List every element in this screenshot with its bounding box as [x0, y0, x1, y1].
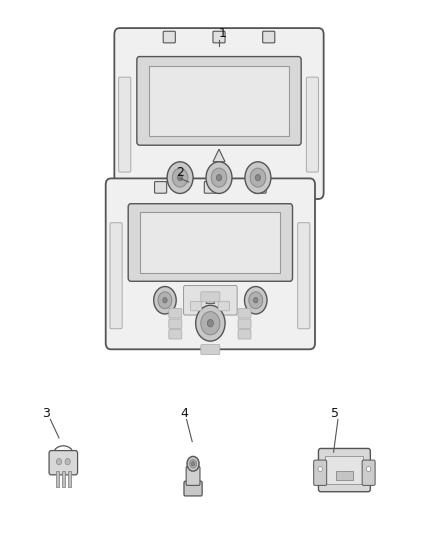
Circle shape: [216, 174, 222, 181]
FancyBboxPatch shape: [49, 450, 78, 475]
Circle shape: [187, 456, 199, 471]
Circle shape: [158, 292, 172, 309]
Circle shape: [167, 162, 193, 193]
Circle shape: [250, 168, 266, 187]
Text: 1: 1: [219, 27, 227, 40]
Circle shape: [206, 162, 232, 193]
FancyBboxPatch shape: [149, 66, 289, 136]
FancyBboxPatch shape: [191, 301, 202, 311]
FancyBboxPatch shape: [184, 481, 202, 496]
FancyBboxPatch shape: [184, 286, 237, 315]
FancyBboxPatch shape: [362, 460, 375, 486]
Text: 3: 3: [42, 407, 49, 420]
FancyBboxPatch shape: [128, 204, 293, 281]
Circle shape: [254, 297, 258, 303]
FancyBboxPatch shape: [155, 182, 167, 193]
FancyBboxPatch shape: [204, 182, 216, 193]
Bar: [67, 471, 71, 487]
Circle shape: [177, 174, 183, 181]
Circle shape: [163, 297, 167, 303]
FancyBboxPatch shape: [238, 319, 251, 328]
FancyBboxPatch shape: [218, 301, 230, 311]
Circle shape: [318, 466, 322, 472]
FancyBboxPatch shape: [140, 212, 280, 273]
Polygon shape: [213, 149, 225, 162]
Circle shape: [190, 459, 197, 468]
FancyBboxPatch shape: [306, 77, 318, 172]
Circle shape: [201, 312, 220, 335]
FancyBboxPatch shape: [201, 344, 220, 354]
Circle shape: [255, 174, 261, 181]
FancyBboxPatch shape: [314, 460, 327, 486]
FancyBboxPatch shape: [238, 309, 251, 318]
Circle shape: [65, 458, 70, 465]
FancyBboxPatch shape: [163, 31, 175, 43]
FancyBboxPatch shape: [318, 448, 371, 492]
FancyBboxPatch shape: [110, 223, 122, 329]
Circle shape: [207, 319, 213, 327]
FancyBboxPatch shape: [263, 31, 275, 43]
Polygon shape: [206, 293, 215, 303]
Text: 5: 5: [332, 407, 339, 420]
FancyBboxPatch shape: [336, 471, 353, 480]
Circle shape: [244, 287, 267, 314]
Circle shape: [211, 168, 227, 187]
Bar: [62, 471, 65, 487]
Bar: [56, 471, 59, 487]
Circle shape: [249, 292, 263, 309]
FancyBboxPatch shape: [169, 319, 182, 328]
FancyBboxPatch shape: [254, 182, 266, 193]
Circle shape: [245, 162, 271, 193]
Circle shape: [172, 168, 188, 187]
FancyBboxPatch shape: [201, 292, 220, 302]
Circle shape: [196, 305, 225, 341]
Circle shape: [191, 462, 195, 466]
FancyBboxPatch shape: [106, 179, 315, 349]
FancyBboxPatch shape: [325, 456, 364, 484]
FancyBboxPatch shape: [114, 28, 324, 199]
FancyBboxPatch shape: [137, 56, 301, 145]
Text: 4: 4: [180, 407, 188, 420]
Circle shape: [154, 287, 176, 314]
Circle shape: [367, 466, 371, 472]
FancyBboxPatch shape: [169, 329, 182, 339]
Circle shape: [57, 458, 62, 465]
FancyBboxPatch shape: [213, 31, 225, 43]
Text: 2: 2: [176, 166, 184, 179]
FancyBboxPatch shape: [119, 77, 131, 172]
FancyBboxPatch shape: [238, 329, 251, 339]
FancyBboxPatch shape: [169, 309, 182, 318]
FancyBboxPatch shape: [186, 466, 200, 486]
FancyBboxPatch shape: [298, 223, 310, 329]
